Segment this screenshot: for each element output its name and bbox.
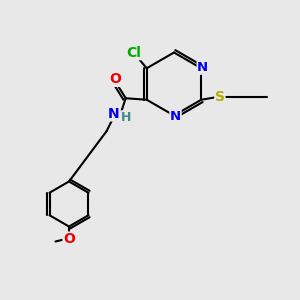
Text: O: O (63, 232, 75, 246)
Text: H: H (121, 111, 131, 124)
Text: N: N (108, 107, 119, 121)
Text: N: N (197, 61, 208, 74)
Text: S: S (215, 90, 225, 104)
Text: O: O (109, 72, 121, 86)
Text: N: N (170, 110, 181, 123)
Text: Cl: Cl (126, 46, 141, 60)
